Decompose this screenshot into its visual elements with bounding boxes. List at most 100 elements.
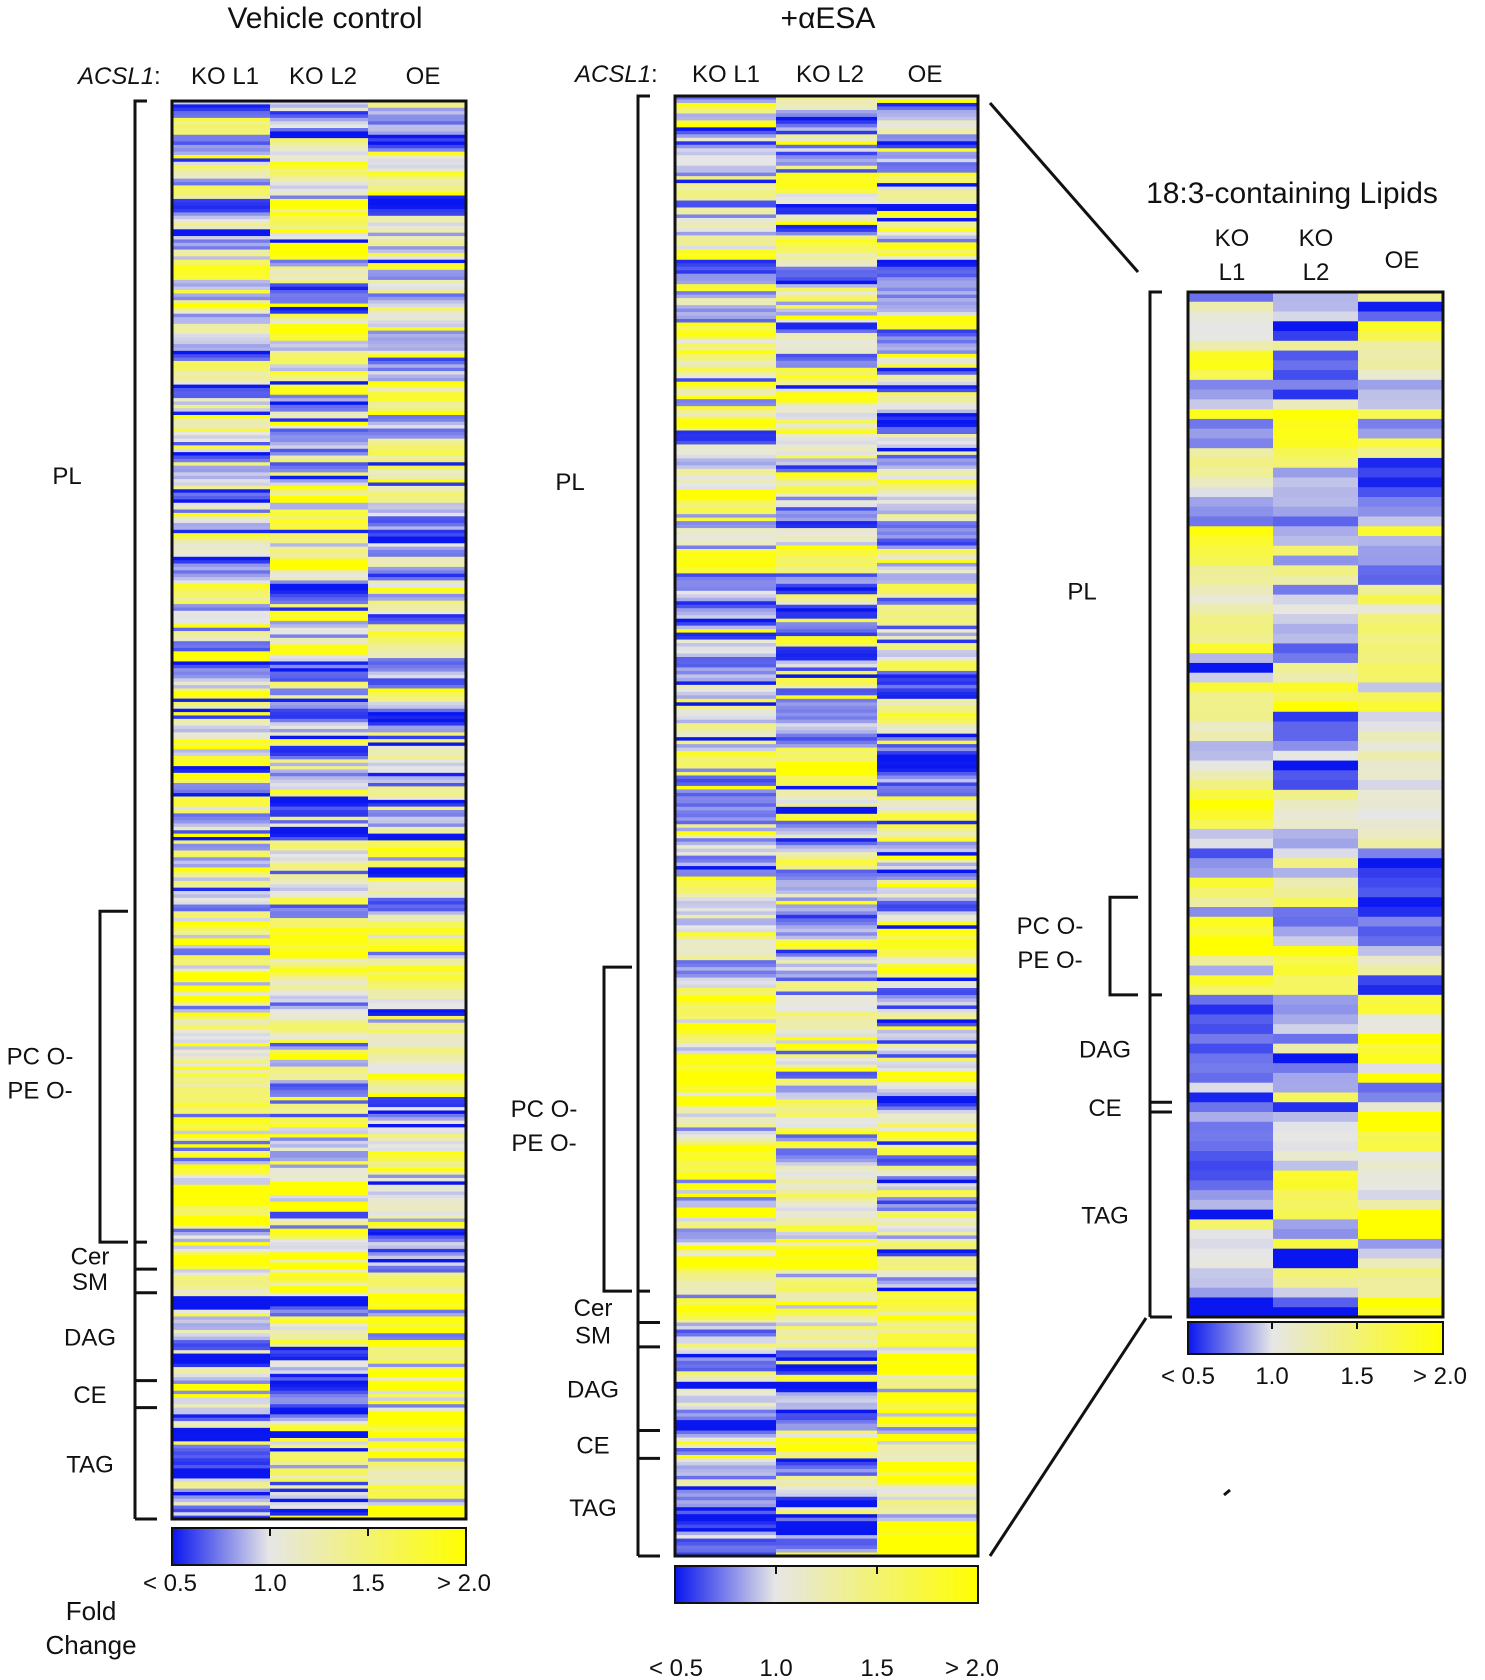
heatmap-cell (776, 998, 878, 1003)
heatmap-cell (1273, 819, 1359, 830)
group-label-TAG: TAG (1081, 1203, 1129, 1230)
heatmap-cell (172, 256, 271, 261)
heatmap-cell (270, 573, 369, 578)
heatmap-cell (270, 637, 369, 642)
heatmap-cell (776, 1273, 878, 1278)
heatmap-cell (675, 702, 777, 707)
heatmap-cell (675, 458, 777, 463)
heatmap-cell (877, 106, 979, 111)
heatmap-cell (270, 782, 369, 787)
heatmap-cell (1273, 789, 1359, 801)
heatmap-cell (776, 1242, 878, 1247)
heatmap-cell (270, 938, 369, 943)
heatmap-cell (776, 249, 878, 254)
heatmap-cell (270, 121, 369, 126)
heatmap-cell (270, 877, 369, 882)
heatmap-cell (877, 866, 979, 871)
heatmap-cell (270, 1400, 369, 1405)
heatmap-cell (172, 188, 271, 193)
heatmap-cell (776, 1061, 878, 1066)
heatmap-cell (675, 123, 777, 128)
heatmap-cell (675, 162, 777, 167)
heatmap-cell (877, 1221, 979, 1226)
heatmap-cell (776, 1427, 878, 1432)
heatmap-cell (172, 1110, 271, 1115)
heatmap-cell (1358, 1160, 1444, 1172)
heatmap-cell (172, 1100, 271, 1105)
heatmap-cell (675, 493, 777, 498)
heatmap-cell (172, 647, 271, 652)
heatmap-cell (675, 500, 777, 505)
heatmap-cell (1358, 350, 1444, 361)
heatmap-cell (172, 1363, 271, 1368)
heatmap-cell (172, 306, 271, 311)
heatmap-cell (675, 1190, 777, 1195)
heatmap-cell (877, 1259, 979, 1264)
heatmap-cell (270, 874, 369, 879)
heatmap-cell (675, 475, 777, 480)
heatmap-cell (368, 496, 467, 500)
heatmap-cell (675, 1113, 777, 1118)
heatmap-cell (172, 1019, 271, 1024)
heatmap-cell (877, 981, 979, 986)
heatmap-cell (368, 533, 467, 538)
heatmap-cell (172, 404, 271, 409)
heatmap-cell (172, 300, 271, 305)
heatmap-cell (776, 914, 878, 919)
heatmap-cell (270, 796, 369, 801)
heatmap-cell (1358, 487, 1444, 498)
heatmap-cell (270, 239, 369, 244)
heatmap-cell (368, 485, 467, 490)
heatmap-cell (877, 838, 979, 843)
heatmap-cell (877, 1514, 979, 1519)
heatmap-cell (1188, 809, 1274, 820)
heatmap-cell (675, 496, 777, 501)
heatmap-cell (368, 1157, 467, 1162)
heatmap-cell (675, 1096, 777, 1101)
heatmap-cell (877, 681, 979, 686)
heatmap-cell (1188, 418, 1274, 430)
heatmap-cell (172, 850, 271, 855)
heatmap-cell (776, 730, 878, 735)
heatmap-cell (675, 270, 777, 275)
heatmap-cell (172, 1434, 271, 1439)
heatmap-cell (172, 1218, 271, 1223)
heatmap-cell (368, 1481, 467, 1486)
heatmap-cell (368, 178, 467, 183)
heatmap-cell (270, 1505, 369, 1510)
heatmap-cell (675, 116, 777, 121)
heatmap-cell (877, 350, 979, 355)
heatmap-cell (1188, 643, 1274, 654)
heatmap-cell (776, 1413, 878, 1418)
heatmap-cell (270, 266, 369, 271)
heatmap-cell (877, 1332, 979, 1338)
heatmap-cell (877, 918, 979, 923)
heatmap-cell (368, 215, 467, 220)
heatmap-cell (1273, 897, 1359, 908)
heatmap-cell (675, 1019, 777, 1024)
heatmap-cell (172, 131, 271, 136)
heatmap-cell (675, 1061, 777, 1066)
heatmap-cell (368, 556, 467, 561)
heatmap-cell (1358, 292, 1444, 303)
heatmap-cell (776, 1521, 878, 1526)
panel1-col-label-1: KO L2 (289, 63, 357, 90)
heatmap-cell (1188, 370, 1274, 381)
heatmap-cell (172, 418, 271, 423)
heatmap-cell (172, 786, 271, 791)
heatmap-cell (270, 448, 369, 453)
heatmap-cell (270, 577, 369, 582)
heatmap-cell (776, 1339, 878, 1345)
heatmap-cell (270, 550, 369, 555)
heatmap-cell (368, 766, 467, 771)
heatmap-cell (776, 552, 878, 557)
heatmap-cell (270, 1117, 369, 1122)
heatmap-cell (877, 1197, 979, 1202)
panel1-colorbar: < 0.5 1.0 1.5 > 2.0 Fold Change (45, 1527, 491, 1660)
heatmap-cell (270, 148, 369, 153)
heatmap-cell (172, 1427, 271, 1432)
heatmap-cell (172, 1221, 271, 1226)
heatmap-cell (877, 1378, 979, 1383)
heatmap-cell (877, 420, 979, 425)
heatmap-cell (675, 1357, 777, 1362)
